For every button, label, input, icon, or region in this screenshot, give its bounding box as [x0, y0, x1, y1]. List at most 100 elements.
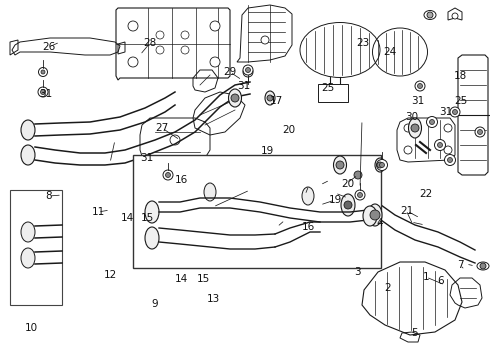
- Bar: [318, 84, 348, 102]
- Circle shape: [267, 95, 273, 101]
- Circle shape: [427, 12, 433, 18]
- Text: 16: 16: [174, 175, 188, 185]
- Ellipse shape: [21, 120, 35, 140]
- Text: 23: 23: [356, 38, 369, 48]
- Circle shape: [376, 159, 388, 171]
- Text: 6: 6: [438, 276, 444, 286]
- Circle shape: [404, 124, 412, 132]
- Ellipse shape: [334, 156, 346, 174]
- Text: 16: 16: [302, 222, 316, 232]
- Circle shape: [452, 13, 458, 19]
- Ellipse shape: [21, 222, 35, 242]
- Text: 15: 15: [140, 213, 154, 223]
- Ellipse shape: [204, 183, 216, 201]
- Circle shape: [415, 81, 425, 91]
- Ellipse shape: [21, 145, 35, 165]
- Circle shape: [210, 21, 220, 31]
- Circle shape: [41, 90, 46, 94]
- Circle shape: [245, 68, 250, 72]
- Circle shape: [181, 46, 189, 54]
- Circle shape: [426, 117, 438, 127]
- Text: 5: 5: [411, 328, 417, 338]
- Text: 3: 3: [354, 267, 361, 277]
- Text: 9: 9: [151, 299, 158, 309]
- Text: 8: 8: [46, 191, 52, 201]
- Text: 24: 24: [383, 47, 396, 57]
- Circle shape: [243, 65, 253, 75]
- Text: 19: 19: [260, 146, 274, 156]
- Text: 1: 1: [423, 272, 430, 282]
- Circle shape: [128, 21, 138, 31]
- Text: 14: 14: [121, 213, 134, 223]
- Ellipse shape: [145, 227, 159, 249]
- Text: 31: 31: [237, 81, 250, 91]
- Ellipse shape: [145, 201, 159, 223]
- Text: 11: 11: [91, 207, 105, 217]
- Circle shape: [358, 193, 363, 198]
- Text: 26: 26: [42, 42, 56, 52]
- Text: 31: 31: [411, 96, 425, 106]
- Text: 28: 28: [143, 38, 156, 48]
- Text: 22: 22: [419, 189, 433, 199]
- Text: 14: 14: [174, 274, 188, 284]
- Ellipse shape: [265, 91, 275, 105]
- Circle shape: [245, 69, 250, 75]
- Text: 31: 31: [140, 153, 154, 163]
- Ellipse shape: [375, 158, 385, 172]
- Text: 25: 25: [321, 83, 335, 93]
- Text: 13: 13: [206, 294, 220, 304]
- Circle shape: [210, 57, 220, 67]
- Circle shape: [156, 31, 164, 39]
- Circle shape: [370, 210, 380, 220]
- Ellipse shape: [302, 187, 314, 205]
- Text: 20: 20: [342, 179, 354, 189]
- Text: 17: 17: [270, 96, 284, 106]
- Circle shape: [480, 263, 486, 269]
- Circle shape: [181, 31, 189, 39]
- Circle shape: [435, 139, 445, 150]
- Circle shape: [417, 84, 422, 89]
- Circle shape: [379, 162, 385, 167]
- Circle shape: [243, 67, 253, 77]
- Circle shape: [444, 154, 456, 166]
- Circle shape: [261, 36, 269, 44]
- Circle shape: [447, 158, 452, 162]
- Text: 21: 21: [400, 206, 414, 216]
- Text: 15: 15: [196, 274, 210, 284]
- Circle shape: [170, 135, 180, 145]
- Text: 20: 20: [283, 125, 295, 135]
- Text: 19: 19: [329, 195, 343, 205]
- Circle shape: [475, 127, 485, 137]
- Text: 30: 30: [405, 112, 418, 122]
- Circle shape: [166, 172, 171, 177]
- Text: 10: 10: [25, 323, 38, 333]
- Circle shape: [450, 107, 460, 117]
- Circle shape: [344, 201, 352, 209]
- Text: 27: 27: [155, 123, 169, 133]
- Text: 2: 2: [384, 283, 391, 293]
- Text: 18: 18: [454, 71, 467, 81]
- Text: 31: 31: [39, 89, 52, 99]
- Circle shape: [231, 94, 239, 102]
- Circle shape: [355, 190, 365, 200]
- Circle shape: [354, 171, 362, 179]
- Ellipse shape: [368, 204, 382, 226]
- Circle shape: [163, 170, 173, 180]
- Text: 12: 12: [103, 270, 117, 280]
- Circle shape: [156, 46, 164, 54]
- Ellipse shape: [363, 206, 377, 226]
- Circle shape: [404, 146, 412, 154]
- Circle shape: [444, 146, 452, 154]
- Circle shape: [39, 68, 48, 77]
- Circle shape: [411, 124, 419, 132]
- Text: 25: 25: [454, 96, 467, 106]
- Circle shape: [377, 162, 383, 168]
- Bar: [133, 155, 381, 268]
- Text: 29: 29: [223, 67, 237, 77]
- Text: 7: 7: [457, 260, 464, 270]
- Circle shape: [438, 143, 442, 148]
- Ellipse shape: [409, 118, 421, 138]
- Ellipse shape: [228, 89, 242, 107]
- Ellipse shape: [21, 248, 35, 268]
- Circle shape: [38, 87, 48, 97]
